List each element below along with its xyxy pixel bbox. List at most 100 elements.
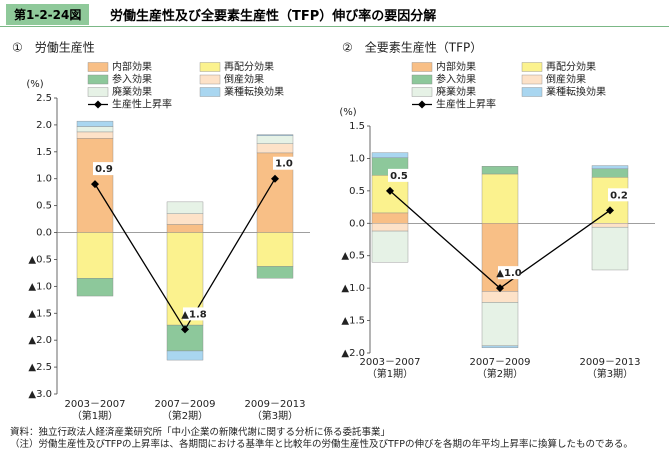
y-tick-label: 2.0 bbox=[36, 120, 52, 131]
y-tick-label: 0.5 bbox=[349, 186, 365, 197]
legend-label: 業種転換効果 bbox=[546, 85, 606, 98]
bar-segment bbox=[166, 201, 204, 214]
legend-label: 参入効果 bbox=[112, 73, 152, 86]
label-box bbox=[388, 168, 410, 182]
x-tick-sublabel: （第1期） bbox=[367, 367, 413, 380]
y-tick-label: ▲0.5 bbox=[28, 254, 52, 265]
footnote: （注）労働生産性及びTFPの上昇率は、各期間における基準年と比較年の労働生産性及… bbox=[10, 439, 633, 450]
x-tick-label: 2003－2007 bbox=[65, 399, 126, 410]
legend-label: 廃業効果 bbox=[436, 85, 476, 98]
bar-segment bbox=[256, 135, 294, 144]
y-tick-label: 1.0 bbox=[36, 174, 52, 185]
bar-segment bbox=[481, 166, 519, 175]
x-tick-label: 2007－2009 bbox=[470, 357, 531, 368]
legend-marker bbox=[94, 100, 102, 109]
bar-segment bbox=[256, 134, 294, 136]
y-tick-label: ▲2.5 bbox=[28, 362, 52, 373]
legend-swatch bbox=[411, 74, 433, 85]
bar-segment bbox=[481, 345, 519, 349]
label-box bbox=[498, 266, 520, 280]
bar-segment bbox=[166, 350, 204, 361]
y-tick-label: 0.0 bbox=[36, 228, 52, 239]
value-label: 0.5 bbox=[390, 171, 408, 182]
bar-segment bbox=[76, 120, 114, 127]
bar-segment bbox=[481, 223, 519, 292]
line-marker bbox=[496, 284, 504, 293]
bar-segment bbox=[591, 165, 629, 170]
bar-segment bbox=[481, 302, 519, 347]
legend-swatch bbox=[411, 87, 433, 97]
line-marker bbox=[606, 206, 614, 215]
legend-swatch bbox=[199, 62, 221, 72]
line-marker bbox=[181, 325, 189, 334]
x-tick-sublabel: （第2期） bbox=[162, 409, 208, 422]
bar-segment bbox=[481, 291, 519, 303]
bar-segment bbox=[76, 126, 114, 133]
legend-label: 倒産効果 bbox=[546, 73, 586, 86]
legend-swatch bbox=[521, 87, 543, 97]
label-box bbox=[273, 156, 295, 170]
header: 第1-2-24図 労働生産性及び全要素生産性（TFP）伸び率の要因分解 bbox=[0, 0, 669, 27]
legend-swatch bbox=[521, 62, 543, 72]
bar-segment bbox=[591, 223, 629, 228]
value-label: 1.0 bbox=[275, 159, 293, 170]
bar-segment bbox=[591, 168, 629, 178]
y-tick-label: ▲2.0 bbox=[341, 348, 365, 359]
x-tick-label: 2007－2009 bbox=[155, 399, 216, 410]
legend-label: 参入効果 bbox=[436, 73, 476, 86]
bar-segment bbox=[591, 226, 629, 271]
bar-segment bbox=[256, 232, 294, 267]
source-note: 資料：独立行政法人経済産業研究所「中小企業の新陳代謝に関する分析に係る委託事業」 bbox=[10, 427, 391, 438]
x-tick-sublabel: （第3期） bbox=[252, 409, 298, 422]
value-label: 0.2 bbox=[610, 190, 628, 201]
legend-label: 再配分効果 bbox=[546, 60, 596, 73]
bar-segment bbox=[76, 232, 114, 279]
legend-swatch bbox=[521, 74, 543, 85]
legend-swatch bbox=[87, 74, 109, 85]
bar-segment bbox=[256, 143, 294, 154]
y-tick-label: 1.5 bbox=[36, 147, 52, 158]
bar-segment bbox=[166, 213, 204, 225]
figure-number: 第1-2-24図 bbox=[6, 4, 90, 25]
y-tick-label: ▲0.5 bbox=[341, 251, 365, 262]
bar-segment bbox=[76, 278, 114, 297]
line-marker bbox=[386, 186, 394, 195]
legend-label: 再配分効果 bbox=[224, 60, 274, 73]
y-tick-label: ▲2.0 bbox=[28, 335, 52, 346]
legend-label: 内部効果 bbox=[112, 60, 152, 73]
legend-swatch bbox=[87, 87, 109, 97]
legend-label: 廃業効果 bbox=[112, 85, 152, 98]
bar-segment bbox=[166, 224, 204, 233]
legend-label: 生産性上昇率 bbox=[112, 98, 172, 111]
y-tick-label: ▲1.0 bbox=[341, 283, 365, 294]
legend-marker bbox=[418, 100, 426, 109]
bar-segment bbox=[371, 230, 409, 263]
y-tick-label: ▲1.5 bbox=[341, 316, 365, 327]
value-label: ▲1.8 bbox=[181, 309, 206, 320]
chart-title: ② 全要素生産性（TFP） bbox=[342, 40, 482, 55]
notes: 資料：独立行政法人経済産業研究所「中小企業の新陳代謝に関する分析に係る委託事業」… bbox=[10, 427, 660, 451]
legend-label: 生産性上昇率 bbox=[436, 98, 496, 111]
x-tick-sublabel: （第3期） bbox=[587, 367, 633, 380]
label-box bbox=[183, 307, 205, 321]
bar-segment bbox=[371, 212, 409, 224]
x-tick-label: 2003－2007 bbox=[360, 357, 421, 368]
bar-segment bbox=[481, 173, 519, 224]
charts: ① 労働生産性 (%) 2.5 2.0 1.5 1.0 0.5 0.0 ▲0.5 ▲1.0 ▲1.5… bbox=[12, 40, 655, 422]
y-unit: (%) bbox=[339, 107, 356, 118]
bar-segment bbox=[256, 266, 294, 279]
legend-label: 業種転換効果 bbox=[224, 85, 284, 98]
y-tick-label: 2.5 bbox=[36, 93, 52, 104]
x-tick-sublabel: （第1期） bbox=[72, 409, 118, 422]
bar-segment bbox=[76, 131, 114, 139]
legend-label: 倒産効果 bbox=[224, 73, 264, 86]
figure-title: 労働生産性及び全要素生産性（TFP）伸び率の要因分解 bbox=[110, 9, 437, 24]
legend-swatch bbox=[199, 74, 221, 85]
x-tick-label: 2009－2013 bbox=[580, 357, 641, 368]
y-tick-label: ▲3.0 bbox=[28, 389, 52, 400]
x-tick-label: 2009－2013 bbox=[245, 399, 306, 410]
y-tick-label: 0.5 bbox=[36, 201, 52, 212]
chart-title: ① 労働生産性 bbox=[12, 40, 95, 55]
label-box bbox=[608, 188, 630, 202]
